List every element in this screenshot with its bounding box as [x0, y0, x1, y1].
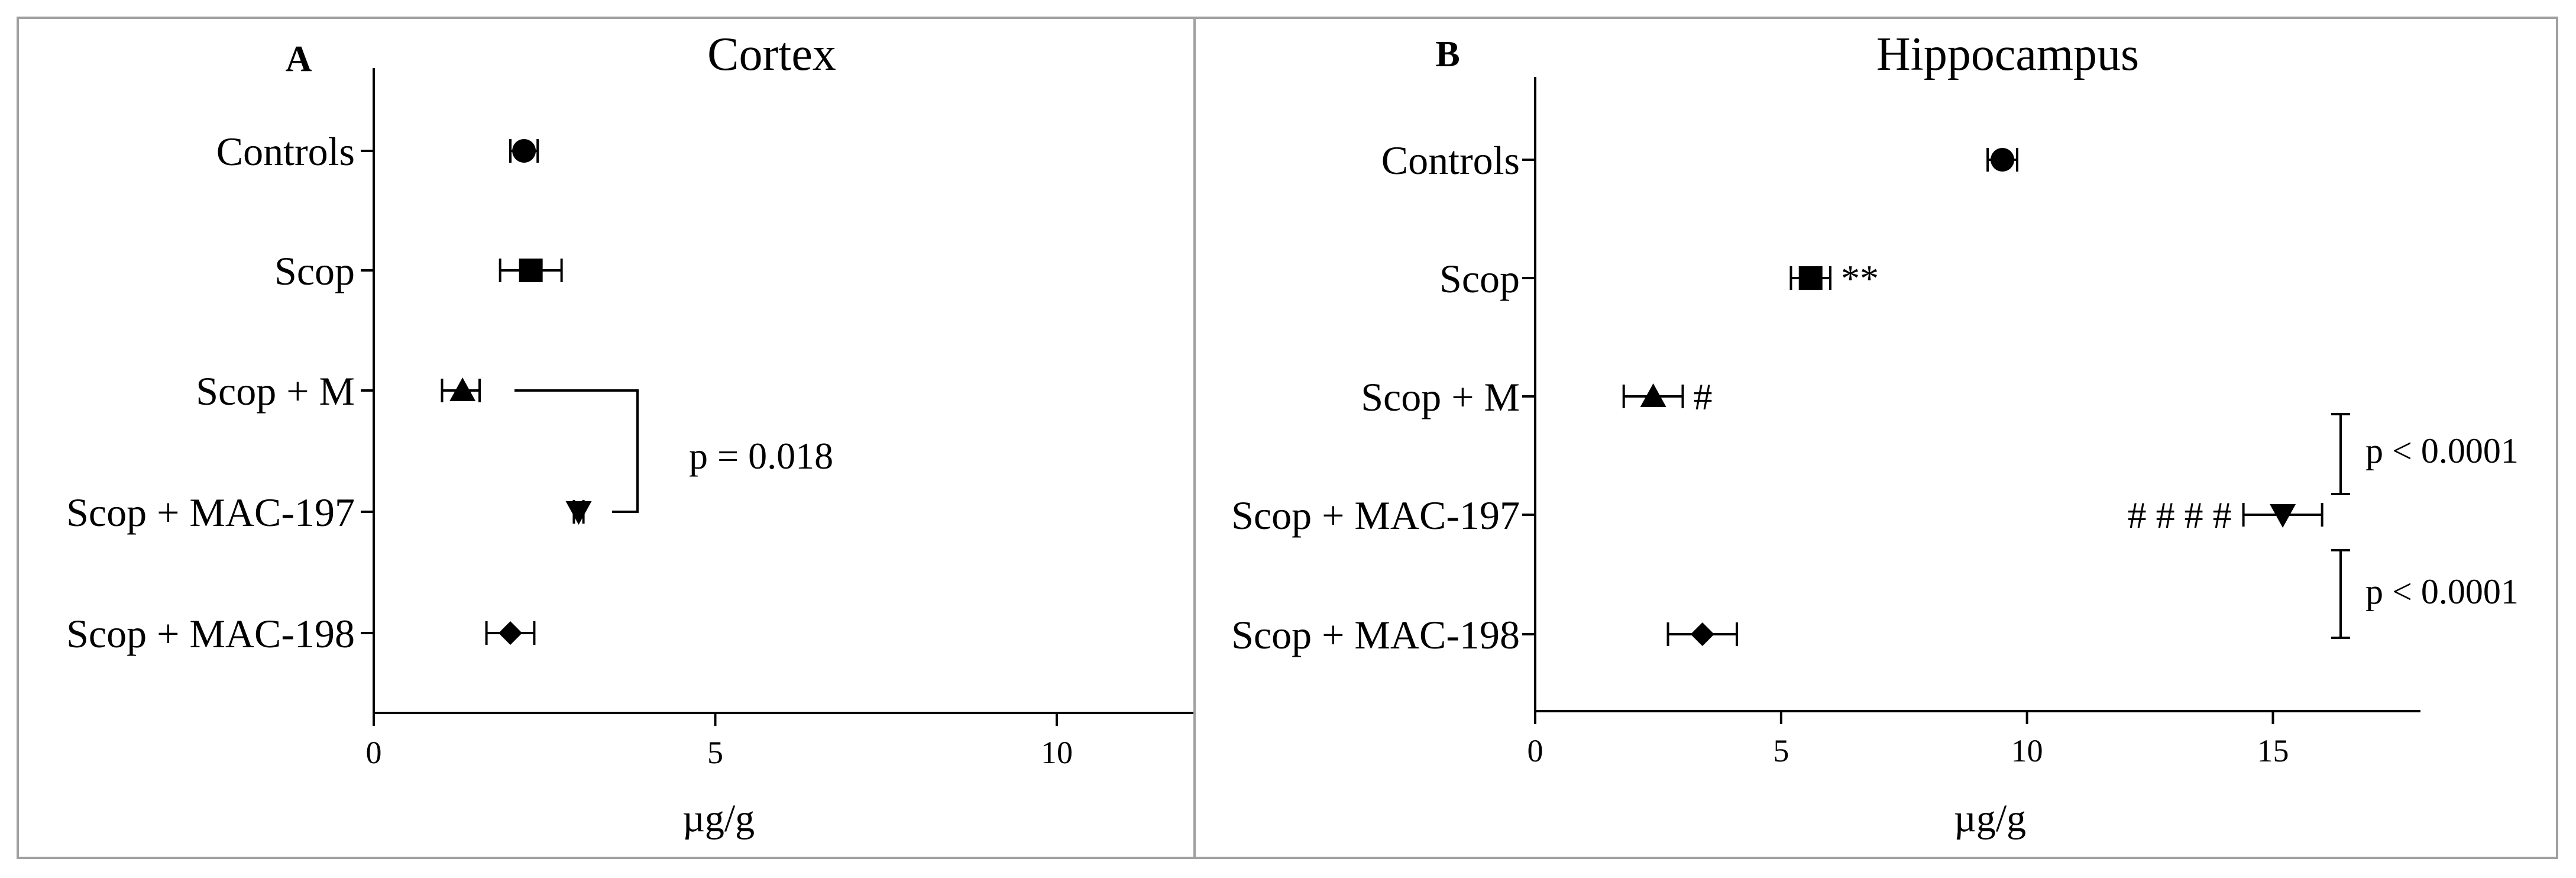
panel-b-title: Hippocampus: [1876, 28, 2139, 80]
panel-a-annotation-1: p = 0.018: [689, 435, 833, 477]
panel-b-category-label: Scop + MAC-197: [1231, 493, 1520, 538]
panel-a-category-label: Scop + MAC-198: [66, 611, 355, 656]
panel-b-xlabel: µg/g: [1954, 797, 2026, 840]
panel-b-category-label: Controls: [1381, 138, 1520, 183]
panel-a-data-point: [565, 501, 592, 525]
panel-b-category-label: Scop: [1439, 256, 1520, 301]
panel-b-significance-label: #: [1694, 376, 1713, 418]
panel-a-comparison-bracket: [514, 389, 639, 513]
panel-b-annotation-2: p < 0.0001: [2365, 572, 2519, 611]
panel-a-frame: [17, 17, 1196, 859]
panel-a-x-tick-label: 10: [1041, 735, 1073, 770]
panel-b-data-point: [1991, 148, 2015, 172]
panel-a-x-tick-label: 5: [707, 735, 723, 770]
panel-b-significance-label: # # # #: [2128, 494, 2232, 536]
panel-b-label: B: [1435, 34, 1459, 75]
panel-b-x-tick-label: 0: [1528, 733, 1543, 769]
panel-b-x-tick-label: 10: [2011, 733, 2043, 769]
panel-b-data-point: [1798, 266, 1823, 290]
panel-b-x-tick-label: 5: [1773, 733, 1789, 769]
panel-a-x-tick-label: 0: [366, 735, 382, 770]
panel-a-title: Cortex: [707, 28, 836, 80]
panel-b-data-point: [1690, 622, 1714, 646]
panel-a-xlabel: µg/g: [682, 797, 755, 840]
panel-b-category-label: Scop + MAC-198: [1231, 612, 1520, 657]
panel-b-significance-label: **: [1841, 257, 1879, 299]
panel-a-category-label: Scop: [274, 248, 355, 293]
panel-a-category-label: Controls: [216, 129, 355, 174]
panel-a-data-point: [499, 621, 522, 645]
panel-b-category-label: Scop + M: [1361, 375, 1520, 419]
panel-b-data-point: [1640, 383, 1666, 407]
panel-a-data-point: [512, 139, 536, 163]
panel-a-label: A: [286, 39, 312, 79]
panel-a-data-point: [449, 377, 476, 401]
panel-a-plot: 0 5 10 Controls Scop Scop + M Scop + MAC-197 Sc…: [66, 68, 1193, 770]
panel-b-frame: [1193, 17, 2558, 859]
panel-b-plot: 0 5 10 15 Controls Scop Scop + M Scop + MAC-197…: [1231, 77, 2420, 769]
panel-a-category-label: Scop + M: [196, 369, 355, 414]
panel-b-data-point: [2270, 504, 2296, 528]
panel-a-category-label: Scop + MAC-197: [66, 490, 355, 535]
panel-a-data-point: [519, 259, 543, 282]
panel-b-annotation-1: p < 0.0001: [2365, 431, 2519, 470]
panel-b-x-tick-label: 15: [2257, 733, 2289, 769]
